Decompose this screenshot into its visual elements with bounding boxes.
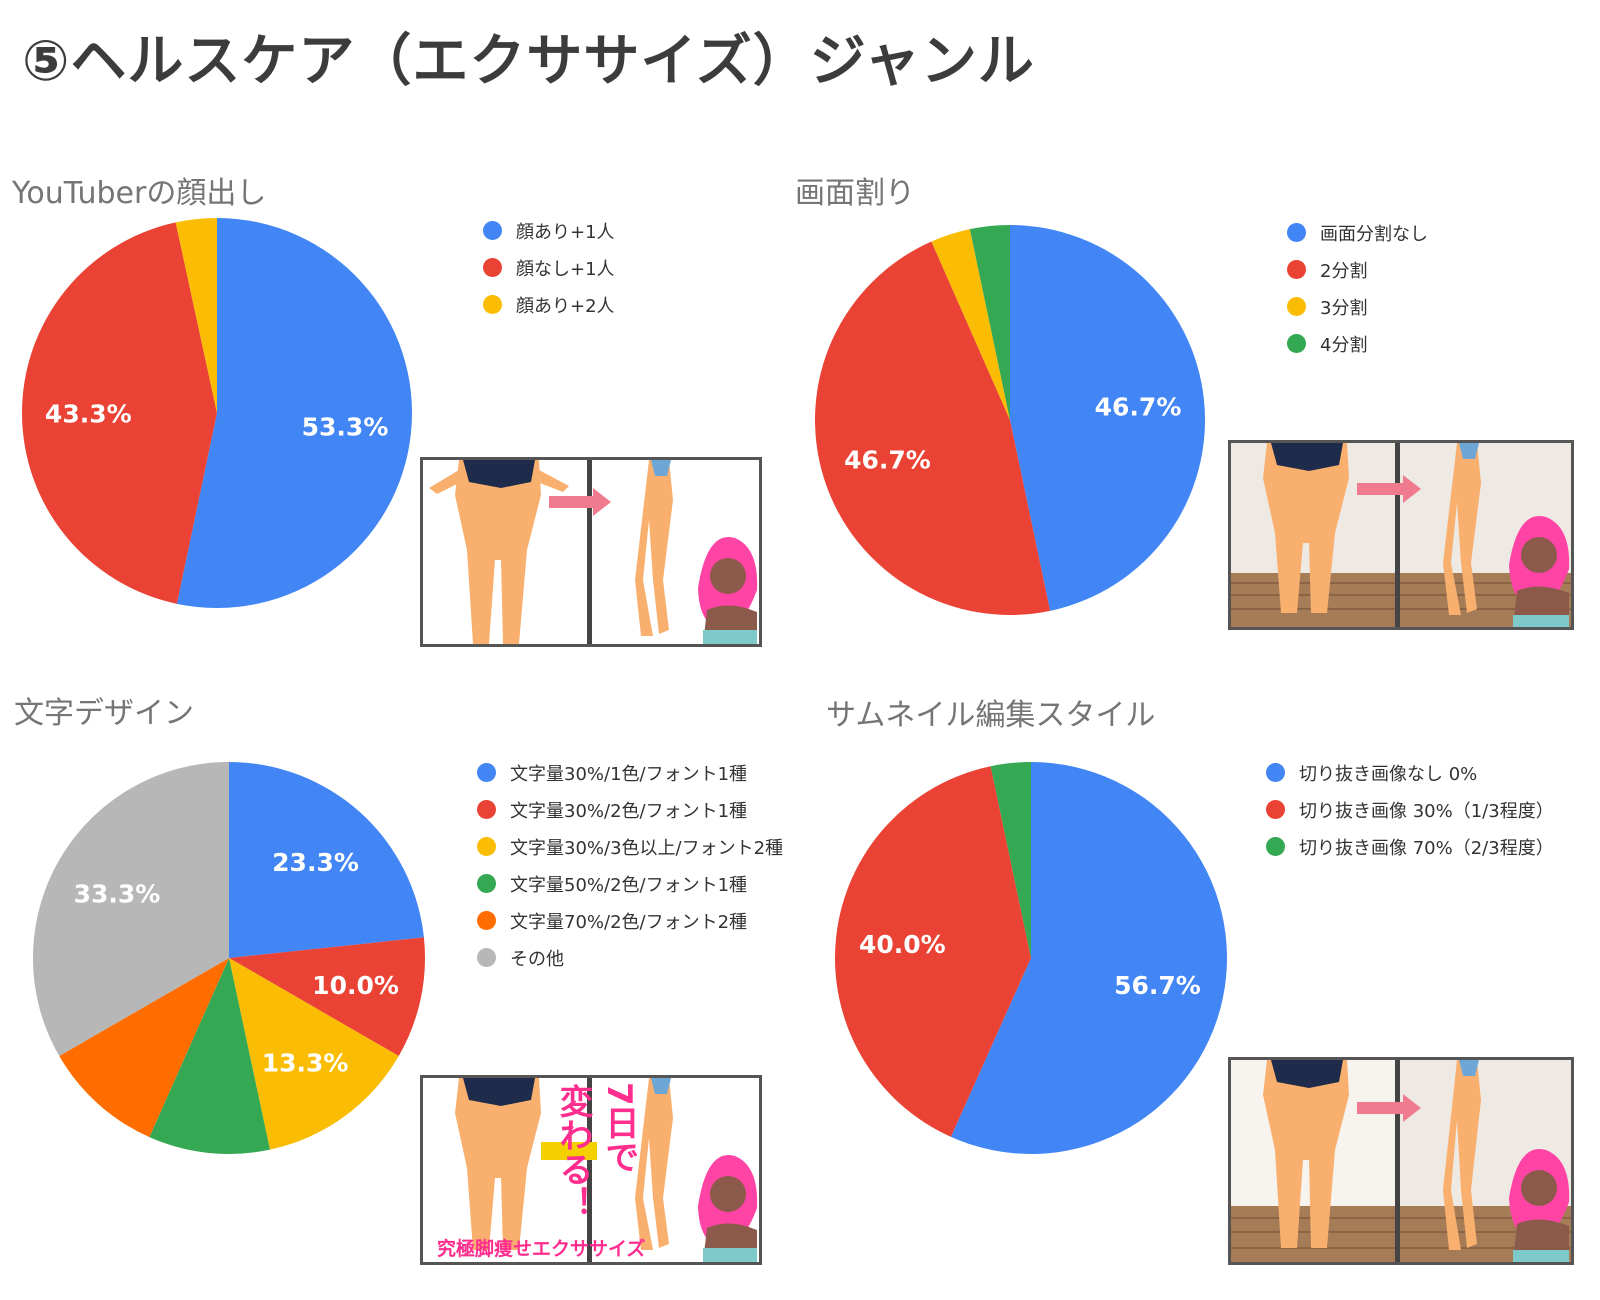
thumbnail-text-design: 7日で 変わる！ 究極脚痩せエクササイズ [420,1075,762,1265]
legend-item: 4分割 [1287,325,1428,362]
thumbnail-text-b: 変わる！ [553,1084,593,1220]
legend-item: 文字量30%/2色/フォント1種 [477,791,783,828]
legend-item: 切り抜き画像 70%（2/3程度） [1266,828,1554,865]
thumbnail-split [1228,440,1574,630]
legend: 顔あり+1人 顔なし+1人 顔あり+2人 [483,212,615,323]
pie-chart-text-design: 23.3% 10.0% 13.3% 33.3% [33,762,425,1154]
pie-slice-label: 56.7% [1114,971,1201,1000]
legend-item: 3分割 [1287,288,1428,325]
pie-slice-label: 53.3% [302,412,389,441]
page-title: ⑤ヘルスケア（エクササイズ）ジャンル [22,29,1035,94]
pie-slice [59,958,230,1138]
thumbnail-face [420,457,762,647]
pie-slice-label: 10.0% [312,971,399,1000]
legend-swatch [1266,763,1285,782]
legend-label: 文字量30%/2色/フォント1種 [510,800,748,822]
pie-slice [176,218,413,608]
legend-label: 画面分割なし [1320,223,1428,245]
legend-swatch [477,874,496,893]
pie-slice [931,229,1010,420]
pie-chart-face: 53.3% 43.3% [22,218,413,608]
pie-slice [229,762,424,958]
legend-label: 文字量30%/3色以上/フォント2種 [510,837,784,859]
legend-item: 2分割 [1287,251,1428,288]
legend-item: 顔あり+2人 [483,286,615,323]
legend-swatch [477,911,496,930]
chart-title: YouTuberの顔出し [12,176,267,211]
legend-label: 文字量70%/2色/フォント2種 [510,911,748,933]
legend-label: 切り抜き画像 30%（1/3程度） [1299,800,1554,822]
pie-slice-label: 46.7% [844,445,931,474]
legend-item: 切り抜き画像 30%（1/3程度） [1266,791,1554,828]
pie-slice [175,218,217,413]
pie-slice [149,958,270,1154]
pie-slice [229,958,399,1150]
legend-item: 文字量30%/1色/フォント1種 [477,754,783,791]
legend: 切り抜き画像なし 0% 切り抜き画像 30%（1/3程度） 切り抜き画像 70%（2… [1266,754,1554,865]
legend-label: 顔あり+2人 [516,295,615,317]
legend-label: 顔あり+1人 [516,221,615,243]
legend-label: 文字量50%/2色/フォント1種 [510,874,748,896]
legend-swatch [477,763,496,782]
legend-swatch [483,221,502,240]
pie-slice [950,762,1227,1154]
legend: 文字量30%/1色/フォント1種 文字量30%/2色/フォント1種文字量30%/3… [477,754,783,976]
pie-chart-edit-style: 56.7% 40.0% [835,762,1227,1154]
legend-item: 文字量30%/3色以上/フォント2種 [477,828,783,865]
legend-swatch [1266,837,1285,856]
legend-swatch [1287,297,1306,316]
legend-item: 画面分割なし [1287,214,1428,251]
legend-swatch [1266,800,1285,819]
pie-slice [969,225,1010,420]
legend-swatch [1287,260,1306,279]
legend-swatch [483,258,502,277]
thumbnail-text-a: 7日で [599,1082,639,1174]
pie-slice-label: 13.3% [262,1049,349,1078]
legend-label: 4分割 [1320,334,1368,356]
legend-label: 切り抜き画像 70%（2/3程度） [1299,837,1554,859]
pie-slice-label: 33.3% [74,879,161,908]
pie-slice [990,762,1031,958]
thumbnail-edit-style [1228,1057,1574,1265]
legend-label: 切り抜き画像なし 0% [1299,763,1478,785]
legend-item: 文字量70%/2色/フォント2種 [477,902,783,939]
pie-slice [33,762,230,1056]
pie-slice [229,937,425,1056]
legend-label: 顔なし+1人 [516,258,615,280]
pie-slice [815,241,1051,616]
pie-chart-split: 46.7% 46.7% [815,225,1205,616]
legend: 画面分割なし 2分割 3分割 4分割 [1287,214,1428,362]
pie-slice-label: 43.3% [45,399,132,428]
legend-label: その他 [510,948,564,970]
legend-swatch [477,837,496,856]
pie-slice-label: 23.3% [272,848,359,877]
legend-item: 切り抜き画像なし 0% [1266,754,1554,791]
pie-slice [22,222,218,604]
legend-label: 文字量30%/1色/フォント1種 [510,763,748,785]
legend-item: 顔なし+1人 [483,249,615,286]
legend-item: 顔あり+1人 [483,212,615,249]
legend-item: その他 [477,939,783,976]
legend-swatch [477,800,496,819]
pie-slice-label: 46.7% [1095,393,1182,422]
legend-swatch [483,295,502,314]
thumbnail-caption: 究極脚痩せエクササイズ [437,1238,646,1260]
chart-title: 画面割り [795,176,915,211]
legend-swatch [1287,223,1306,242]
legend-swatch [1287,334,1306,353]
pie-slice [1010,225,1205,611]
chart-title: 文字デザイン [14,696,194,731]
legend-item: 文字量50%/2色/フォント1種 [477,865,783,902]
legend-label: 3分割 [1320,297,1368,319]
pie-slice-label: 40.0% [859,930,946,959]
chart-title: サムネイル編集スタイル [826,698,1156,733]
legend-label: 2分割 [1320,260,1368,282]
legend-swatch [477,948,496,967]
pie-slice [835,766,1031,1137]
